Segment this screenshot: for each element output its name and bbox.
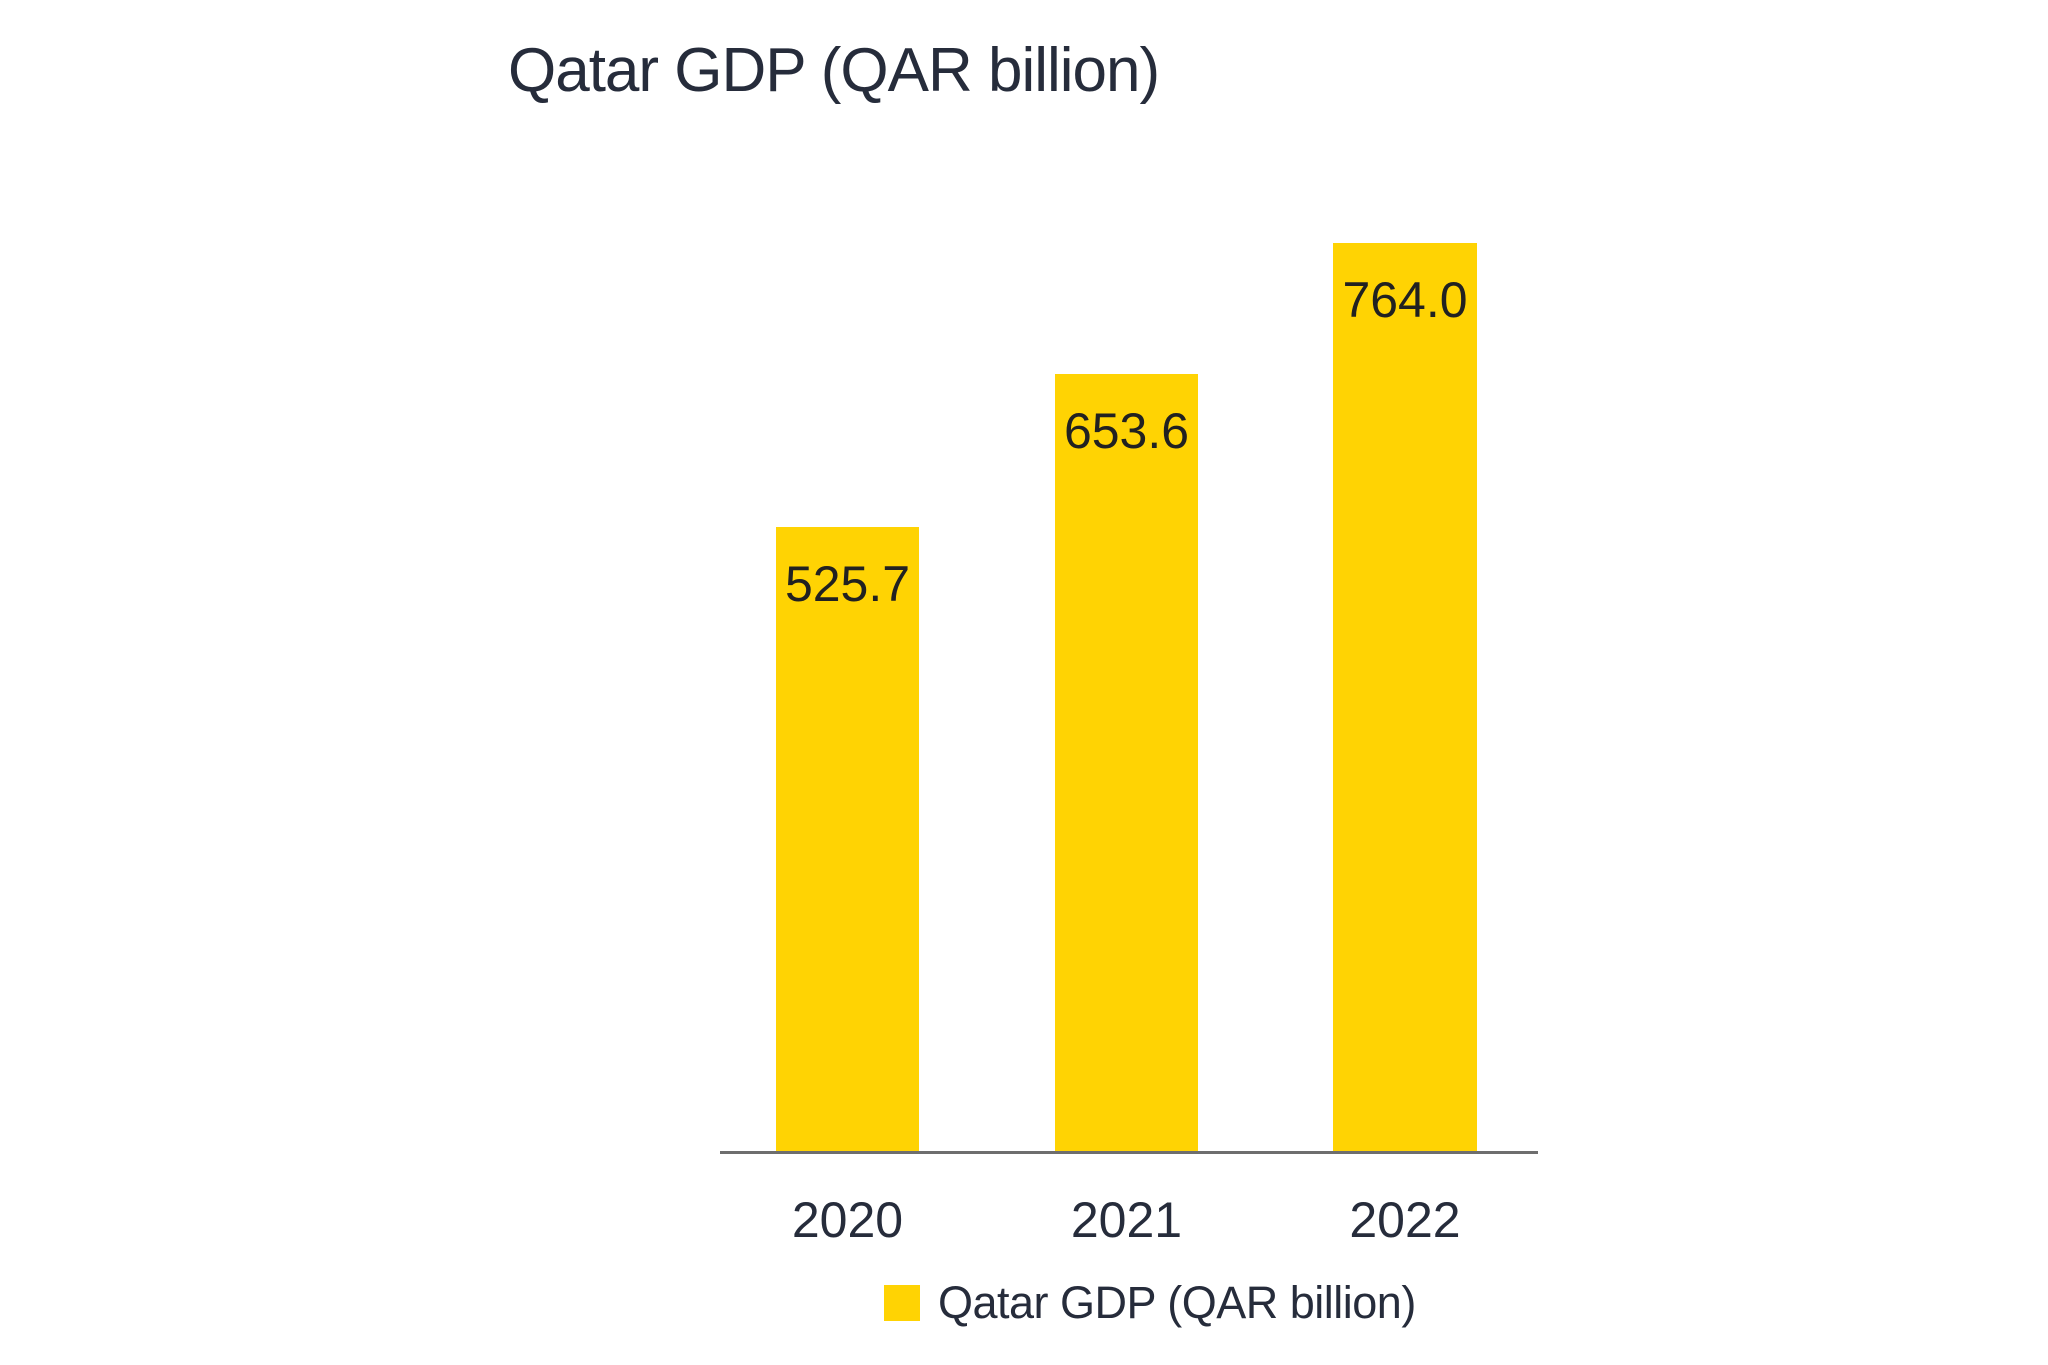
legend[interactable]: Qatar GDP (QAR billion) xyxy=(884,1278,1416,1328)
legend-swatch-icon xyxy=(884,1284,920,1321)
chart-title: Qatar GDP (QAR billion) xyxy=(508,36,1160,105)
x-axis-line xyxy=(720,1151,1538,1154)
bar-value-label-2022: 764.0 xyxy=(1342,272,1468,328)
x-tick-2020: 2020 xyxy=(791,1192,904,1248)
x-tick-2021: 2021 xyxy=(1070,1192,1183,1248)
bar-value-label-2021: 653.6 xyxy=(1063,403,1190,459)
bar-2020[interactable]: 525.7 xyxy=(776,527,919,1153)
legend-label: Qatar GDP (QAR billion) xyxy=(938,1277,1416,1328)
bar-2022[interactable]: 764.0 xyxy=(1333,243,1477,1153)
x-tick-2022: 2022 xyxy=(1349,1192,1461,1248)
bar-2021[interactable]: 653.6 xyxy=(1055,374,1198,1153)
bar-value-label-2020: 525.7 xyxy=(784,556,911,612)
